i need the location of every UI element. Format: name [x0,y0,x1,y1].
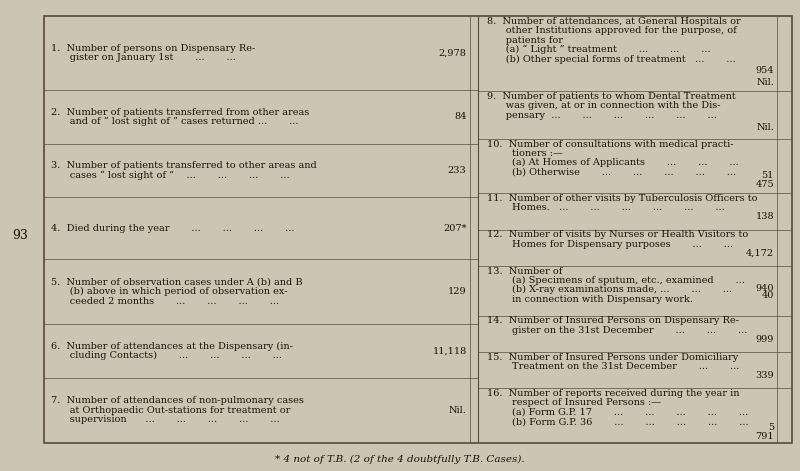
Text: other Institutions approved for the purpose, of: other Institutions approved for the purp… [487,26,737,35]
Text: 138: 138 [755,212,774,221]
Text: gister on January 1st       ...       ...: gister on January 1st ... ... [51,53,236,62]
Text: cases “ lost sight of ”    ...       ...       ...       ...: cases “ lost sight of ” ... ... ... ... [51,171,290,179]
Text: (a) Specimens of sputum, etc., examined       ...: (a) Specimens of sputum, etc., examined … [487,276,745,285]
Text: and of “ lost sight of ” cases returned ...       ...: and of “ lost sight of ” cases returned … [51,117,299,126]
Text: 16.  Number of reports received during the year in: 16. Number of reports received during th… [487,389,739,398]
Text: 4,172: 4,172 [746,249,774,258]
Text: (b) above in which period of observation ex-: (b) above in which period of observation… [51,287,288,296]
Text: Homes for Dispensary purposes       ...       ...: Homes for Dispensary purposes ... ... [487,240,733,249]
Text: 207*: 207* [443,224,466,233]
Text: (b) Otherwise       ...       ...       ...       ...       ...: (b) Otherwise ... ... ... ... ... [487,168,736,177]
Text: 40: 40 [762,292,774,300]
Text: 51: 51 [762,171,774,180]
Text: 4.  Died during the year       ...       ...       ...       ...: 4. Died during the year ... ... ... ... [51,224,295,233]
Text: 129: 129 [448,287,466,296]
Text: cluding Contacts)       ...       ...       ...       ...: cluding Contacts) ... ... ... ... [51,351,282,360]
Text: 84: 84 [454,112,466,121]
Text: 5.  Number of observation cases under A (b) and B: 5. Number of observation cases under A (… [51,278,303,287]
Text: Nil.: Nil. [449,406,466,415]
Text: (a) Form G.P. 17       ...       ...       ...       ...       ...: (a) Form G.P. 17 ... ... ... ... ... [487,408,748,417]
Text: supervision      ...       ...       ...       ...       ...: supervision ... ... ... ... ... [51,415,280,424]
Text: patients for: patients for [487,36,563,45]
Text: 954: 954 [755,66,774,75]
Text: respect of Insured Persons :—: respect of Insured Persons :— [487,398,661,407]
Text: 12.  Number of visits by Nurses or Health Visitors to: 12. Number of visits by Nurses or Health… [487,230,748,239]
Text: (b) Other special forms of treatment   ...       ...: (b) Other special forms of treatment ...… [487,55,735,64]
Text: 14.  Number of Insured Persons on Dispensary Re-: 14. Number of Insured Persons on Dispens… [487,317,738,325]
Text: 93: 93 [12,229,28,242]
Text: 13.  Number of: 13. Number of [487,267,562,276]
Text: at Orthopaedic Out-stations for treatment or: at Orthopaedic Out-stations for treatmen… [51,406,291,415]
Text: 233: 233 [448,166,466,175]
Text: 3.  Number of patients transferred to other areas and: 3. Number of patients transferred to oth… [51,161,318,170]
Text: in connection with Dispensary work.: in connection with Dispensary work. [487,295,693,304]
Text: 11.  Number of other visits by Tuberculosis Officers to: 11. Number of other visits by Tuberculos… [487,194,758,203]
Text: tioners :—: tioners :— [487,149,562,158]
Text: 11,118: 11,118 [432,347,466,356]
Text: * 4 not of T.B. (2 of the 4 doubtfully T.B. Cases).: * 4 not of T.B. (2 of the 4 doubtfully T… [275,455,525,464]
Text: (b) X-ray examinations made, ...       ...       ...: (b) X-ray examinations made, ... ... ... [487,285,732,294]
Text: gister on the 31st December       ...       ...       ...: gister on the 31st December ... ... ... [487,326,747,335]
Text: 2.  Number of patients transferred from other areas: 2. Number of patients transferred from o… [51,107,310,116]
Text: 8.  Number of attendances, at General Hospitals or: 8. Number of attendances, at General Hos… [487,17,741,26]
Text: was given, at or in connection with the Dis-: was given, at or in connection with the … [487,101,720,110]
Text: Treatment on the 31st December       ...       ...: Treatment on the 31st December ... ... [487,362,739,371]
Text: 475: 475 [755,180,774,189]
Text: Nil.: Nil. [756,122,774,131]
Text: (a) “ Light ” treatment       ...       ...       ...: (a) “ Light ” treatment ... ... ... [487,45,710,54]
Text: 9.  Number of patients to whom Dental Treatment: 9. Number of patients to whom Dental Tre… [487,92,735,101]
Text: pensary  ...       ...       ...       ...       ...       ...: pensary ... ... ... ... ... ... [487,111,717,120]
Text: (b) Form G.P. 36       ...       ...       ...       ...       ...: (b) Form G.P. 36 ... ... ... ... ... [487,417,749,426]
Text: 339: 339 [755,371,774,380]
Text: 6.  Number of attendances at the Dispensary (in-: 6. Number of attendances at the Dispensa… [51,342,294,351]
Text: Nil.: Nil. [756,78,774,87]
Text: 1.  Number of persons on Dispensary Re-: 1. Number of persons on Dispensary Re- [51,44,256,53]
Text: (a) At Homes of Applicants       ...       ...       ...: (a) At Homes of Applicants ... ... ... [487,158,738,167]
Text: Homes.   ...       ...       ...       ...       ...       ...: Homes. ... ... ... ... ... ... [487,203,725,212]
Text: 5: 5 [768,423,774,432]
Text: 10.  Number of consultations with medical practi-: 10. Number of consultations with medical… [487,139,734,148]
Text: 7.  Number of attendances of non-pulmonary cases: 7. Number of attendances of non-pulmonar… [51,397,304,406]
Text: 940: 940 [755,284,774,293]
Text: 999: 999 [756,335,774,344]
Text: ceeded 2 months       ...       ...       ...       ...: ceeded 2 months ... ... ... ... [51,297,280,306]
Text: 15.  Number of Insured Persons under Domiciliary: 15. Number of Insured Persons under Domi… [487,353,738,362]
Text: 2,978: 2,978 [438,49,466,57]
Text: 791: 791 [755,432,774,441]
